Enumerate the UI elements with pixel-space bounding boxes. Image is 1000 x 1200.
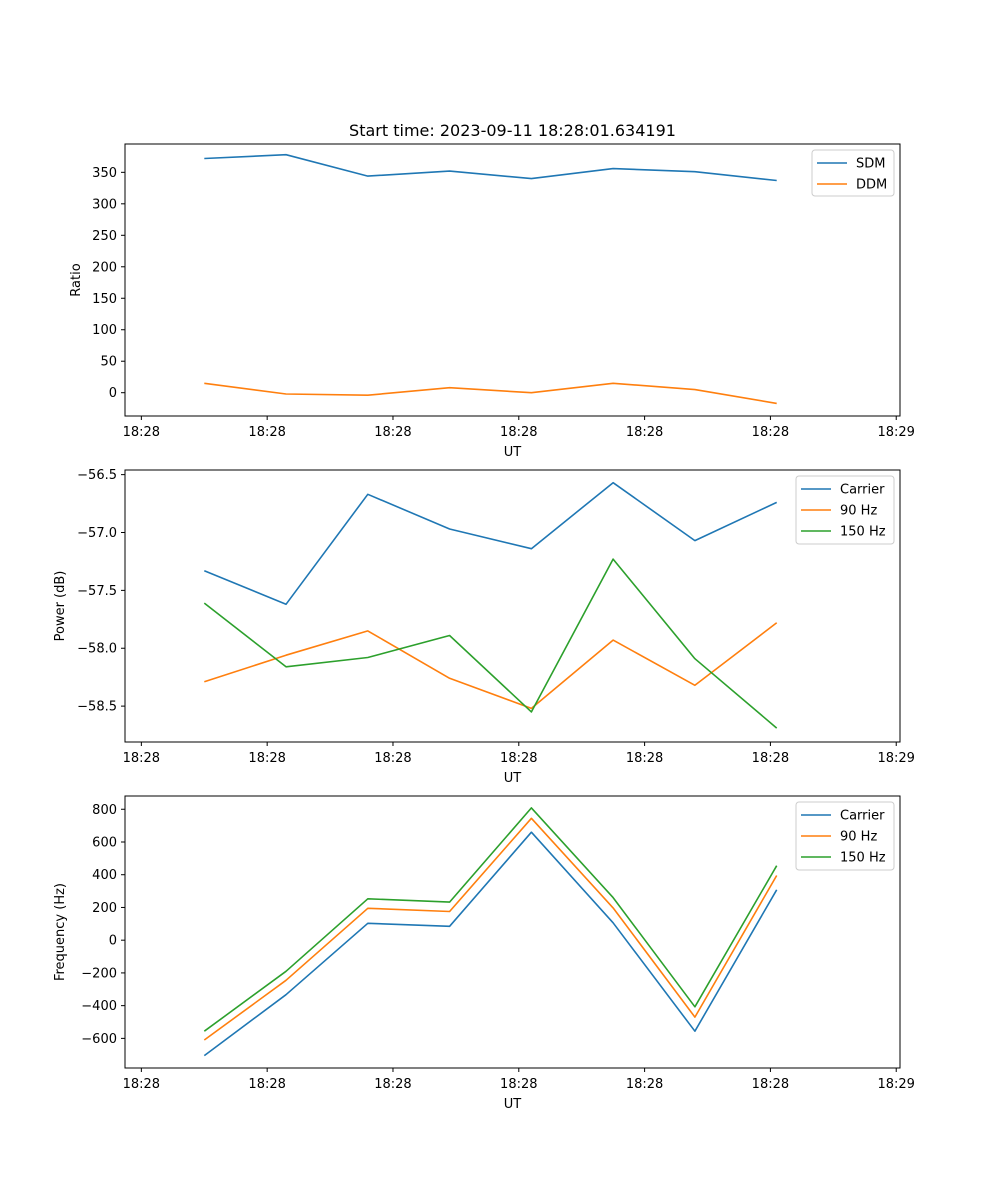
legend-label: Carrier <box>840 809 885 824</box>
x-tick-label: 18:28 <box>626 425 663 440</box>
y-tick-label: 350 <box>92 166 117 181</box>
axes-frame <box>124 795 901 1069</box>
y-tick-label: 200 <box>92 901 117 916</box>
x-axis-label: UT <box>504 1097 522 1112</box>
y-tick-label: −400 <box>81 999 117 1014</box>
y-tick-label: 100 <box>92 323 117 338</box>
legend-label: 90 Hz <box>840 504 877 519</box>
x-tick-label: 18:28 <box>752 751 789 766</box>
y-tick-label: 0 <box>109 386 117 401</box>
x-tick-label: 18:28 <box>248 425 285 440</box>
y-tick-label: 200 <box>92 260 117 275</box>
series-line-ddm <box>204 382 777 405</box>
x-tick-label: 18:29 <box>877 425 914 440</box>
y-tick-label: −200 <box>81 966 117 981</box>
y-axis-label: Power (dB) <box>53 571 68 642</box>
x-tick-label: 18:28 <box>123 1077 160 1092</box>
legend-label: DDM <box>856 178 887 193</box>
y-tick-label: −58.0 <box>77 642 117 657</box>
y-tick-label: 300 <box>92 197 117 212</box>
x-tick-label: 18:28 <box>752 425 789 440</box>
y-tick-label: 400 <box>92 868 117 883</box>
y-tick-label: −57.0 <box>77 526 117 541</box>
axes-frame <box>124 469 901 743</box>
x-axis-label: UT <box>504 771 522 786</box>
x-tick-label: 18:28 <box>626 751 663 766</box>
subplots: 18:28 18:28 18:28 18:28 18:28 18:28 18:29 0 50 10… <box>53 143 915 1112</box>
legend: Carrier 90 Hz 150 Hz <box>795 475 895 545</box>
y-tick-label: 50 <box>100 355 117 370</box>
x-tick-label: 18:28 <box>500 1077 537 1092</box>
axes-frame <box>124 143 901 417</box>
legend-label: SDM <box>856 157 885 172</box>
x-tick-label: 18:29 <box>877 1077 914 1092</box>
series-line-carrier <box>203 831 778 1057</box>
y-tick-label: 800 <box>92 803 117 818</box>
series-line-90-hz <box>203 817 778 1041</box>
y-tick-label: 600 <box>92 835 117 850</box>
legend-box <box>795 801 895 871</box>
x-tick-label: 18:28 <box>374 751 411 766</box>
subplot-3: 18:28 18:28 18:28 18:28 18:28 18:28 18:29 −600 −… <box>53 795 915 1112</box>
x-tick-label: 18:28 <box>500 425 537 440</box>
x-tick-label: 18:29 <box>877 751 914 766</box>
legend-label: Carrier <box>840 483 885 498</box>
x-tick-label: 18:28 <box>248 1077 285 1092</box>
legend: SDM DDM <box>811 149 895 197</box>
legend-label: 150 Hz <box>840 525 886 540</box>
y-tick-label: −58.5 <box>77 700 117 715</box>
subplot-2: 18:28 18:28 18:28 18:28 18:28 18:28 18:29 −58.5… <box>53 468 915 786</box>
x-axis-label: UT <box>504 445 522 460</box>
y-axis-label: Ratio <box>69 263 84 296</box>
x-tick-label: 18:28 <box>626 1077 663 1092</box>
y-axis-label: Frequency (Hz) <box>53 883 68 981</box>
legend-label: 90 Hz <box>840 830 877 845</box>
x-tick-label: 18:28 <box>123 751 160 766</box>
chart-title: Start time: 2023-09-11 18:28:01.634191 <box>349 121 676 140</box>
y-tick-label: −57.5 <box>77 584 117 599</box>
y-tick-label: 250 <box>92 229 117 244</box>
subplot-1: 18:28 18:28 18:28 18:28 18:28 18:28 18:29 0 50 10… <box>69 143 915 460</box>
x-tick-label: 18:28 <box>248 751 285 766</box>
series-line-sdm <box>204 153 777 182</box>
series-line-150-hz <box>203 807 778 1032</box>
y-tick-label: −600 <box>81 1032 117 1047</box>
y-tick-label: 0 <box>109 934 117 949</box>
y-tick-label: 150 <box>92 292 117 307</box>
legend-box <box>795 475 895 545</box>
series-line-carrier <box>203 481 778 606</box>
x-tick-label: 18:28 <box>123 425 160 440</box>
series-line-90-hz <box>204 622 778 710</box>
x-tick-label: 18:28 <box>752 1077 789 1092</box>
x-tick-label: 18:28 <box>374 425 411 440</box>
legend-label: 150 Hz <box>840 851 886 866</box>
y-tick-label: −56.5 <box>77 468 117 483</box>
x-tick-label: 18:28 <box>374 1077 411 1092</box>
series-line-150-hz <box>203 558 778 729</box>
x-tick-label: 18:28 <box>500 751 537 766</box>
legend: Carrier 90 Hz 150 Hz <box>795 801 895 871</box>
